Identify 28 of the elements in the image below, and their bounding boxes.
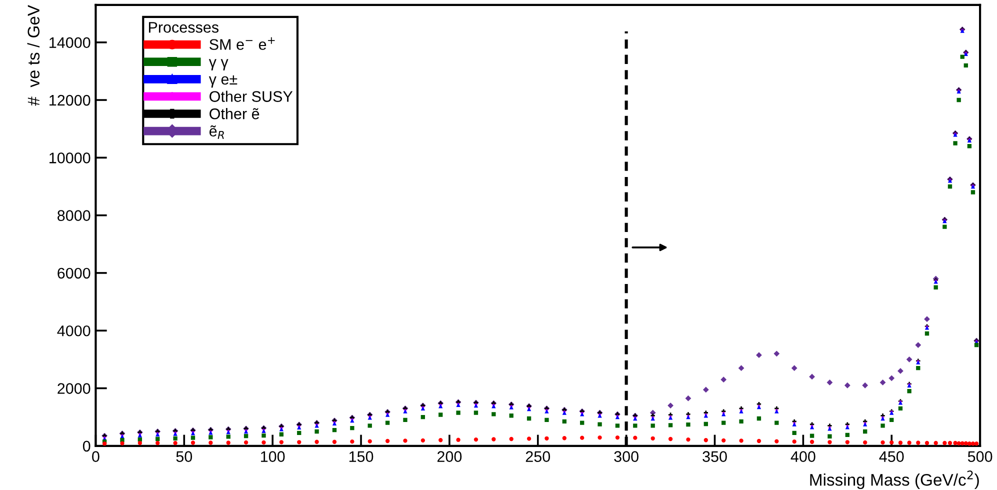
- legend-title: Processes: [148, 22, 218, 33]
- legend-label: Other SUSY: [210, 90, 293, 102]
- y-tick-label: 2000: [58, 383, 90, 394]
- y-axis-title: # ve ts / GeV: [27, 4, 40, 106]
- x-tick-label: 450: [879, 451, 904, 462]
- legend-label: Other ẽ: [210, 108, 260, 120]
- y-tick-label: 0: [82, 440, 90, 452]
- x-tick-label: 150: [349, 451, 374, 462]
- y-tick-label: 10000: [50, 152, 90, 164]
- legend-label: γ γ: [208, 59, 228, 70]
- x-tick-label: 200: [437, 451, 462, 462]
- x-tick-label: 300: [614, 451, 638, 462]
- y-tick-label: 4000: [57, 325, 90, 336]
- x-tick-label: 400: [790, 451, 816, 462]
- x-tick-label: 100: [261, 451, 285, 462]
- y-tick-label: 12000: [50, 94, 90, 106]
- legend-label: SM e$^{−}$ e$^{+}$: [210, 37, 275, 50]
- x-tick-label: 50: [176, 451, 192, 462]
- y-tick-label: 8000: [58, 210, 90, 221]
- legend-label: ẽ$_{R}$: [209, 125, 224, 139]
- x-tick-label: 350: [702, 451, 727, 462]
- y-tick-label: 6000: [58, 268, 90, 279]
- y-tick-label: 14000: [50, 37, 90, 48]
- x-axis-title: Missing Mass (GeV/c$^{2}$): [810, 470, 979, 490]
- x-tick-label: 500: [968, 451, 992, 462]
- legend-label: γ e±: [208, 75, 238, 88]
- x-tick-label: 0: [92, 451, 100, 462]
- x-tick-label: 250: [526, 451, 550, 462]
